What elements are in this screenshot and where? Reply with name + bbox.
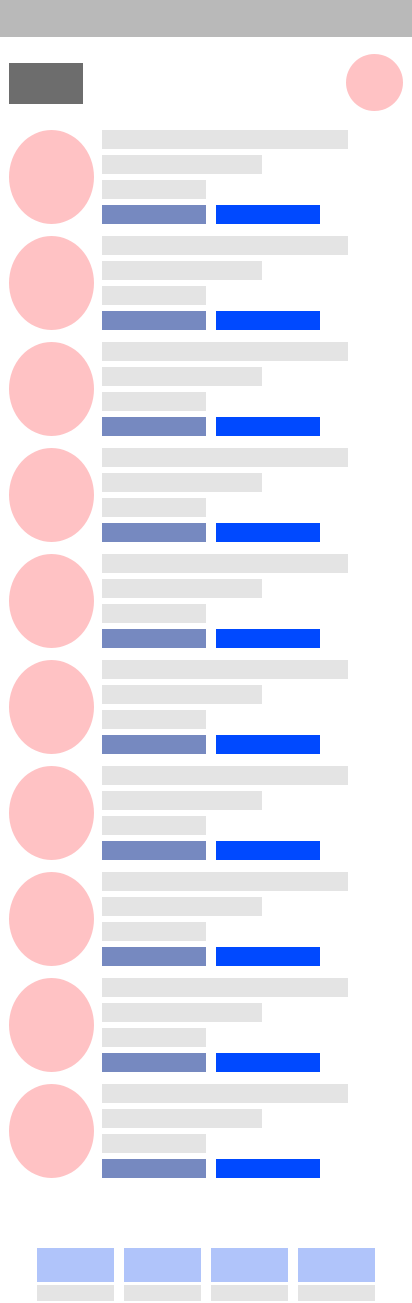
item-title [102,342,348,361]
item-meta [102,1134,206,1153]
tab-label [37,1285,114,1301]
primary-action-button[interactable] [216,523,320,542]
item-avatar[interactable] [9,978,94,1072]
tab-icon [211,1248,288,1282]
item-meta [102,1028,206,1047]
tab-label [298,1285,375,1301]
list-item[interactable] [0,236,412,342]
list-item[interactable] [0,766,412,872]
profile-avatar[interactable] [346,54,403,111]
secondary-action-button[interactable] [102,205,206,224]
item-title [102,660,348,679]
secondary-action-button[interactable] [102,417,206,436]
item-title [102,978,348,997]
item-subtitle [102,685,262,704]
list-item[interactable] [0,660,412,766]
item-meta [102,392,206,411]
secondary-action-button[interactable] [102,947,206,966]
status-bar [0,0,412,37]
item-avatar[interactable] [9,872,94,966]
item-avatar[interactable] [9,342,94,436]
tab-4[interactable] [298,1248,375,1301]
list-item[interactable] [0,1084,412,1190]
primary-action-button[interactable] [216,1159,320,1178]
item-subtitle [102,791,262,810]
primary-action-button[interactable] [216,629,320,648]
secondary-action-button[interactable] [102,629,206,648]
item-subtitle [102,155,262,174]
item-title [102,236,348,255]
tab-1[interactable] [37,1248,114,1301]
primary-action-button[interactable] [216,417,320,436]
item-subtitle [102,367,262,386]
item-subtitle [102,1109,262,1128]
primary-action-button[interactable] [216,735,320,754]
item-title [102,872,348,891]
item-avatar[interactable] [9,448,94,542]
item-avatar[interactable] [9,236,94,330]
item-avatar[interactable] [9,554,94,648]
feed-list [0,130,412,1190]
item-meta [102,498,206,517]
secondary-action-button[interactable] [102,841,206,860]
list-item[interactable] [0,130,412,236]
item-title [102,130,348,149]
item-meta [102,180,206,199]
secondary-action-button[interactable] [102,523,206,542]
primary-action-button[interactable] [216,841,320,860]
item-meta [102,816,206,835]
list-item[interactable] [0,872,412,978]
item-avatar[interactable] [9,1084,94,1178]
item-title [102,766,348,785]
item-title [102,554,348,573]
list-item[interactable] [0,448,412,554]
item-title [102,1084,348,1103]
item-avatar[interactable] [9,660,94,754]
tab-label [211,1285,288,1301]
tab-3[interactable] [211,1248,288,1301]
item-subtitle [102,473,262,492]
tab-icon [37,1248,114,1282]
secondary-action-button[interactable] [102,311,206,330]
list-item[interactable] [0,342,412,448]
list-item[interactable] [0,554,412,660]
item-title [102,448,348,467]
item-subtitle [102,261,262,280]
secondary-action-button[interactable] [102,1159,206,1178]
item-subtitle [102,1003,262,1022]
item-meta [102,604,206,623]
item-avatar[interactable] [9,130,94,224]
primary-action-button[interactable] [216,947,320,966]
bottom-tab-bar [0,1248,412,1303]
item-subtitle [102,579,262,598]
tab-icon [298,1248,375,1282]
tab-2[interactable] [124,1248,201,1301]
primary-action-button[interactable] [216,205,320,224]
primary-action-button[interactable] [216,1053,320,1072]
tab-icon [124,1248,201,1282]
app-logo[interactable] [9,63,83,104]
secondary-action-button[interactable] [102,735,206,754]
item-meta [102,710,206,729]
item-avatar[interactable] [9,766,94,860]
primary-action-button[interactable] [216,311,320,330]
secondary-action-button[interactable] [102,1053,206,1072]
list-item[interactable] [0,978,412,1084]
item-meta [102,922,206,941]
item-subtitle [102,897,262,916]
tab-label [124,1285,201,1301]
item-meta [102,286,206,305]
